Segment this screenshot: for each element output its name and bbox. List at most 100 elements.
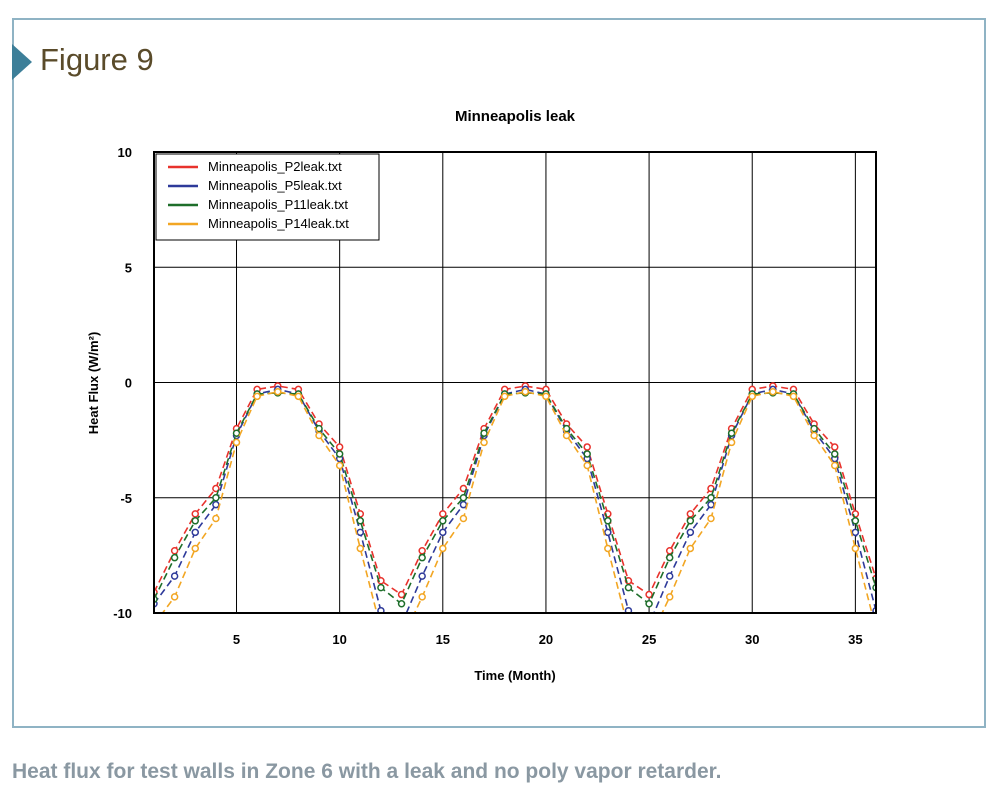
legend-entry: Minneapolis_P14leak.txt [208, 216, 349, 231]
data-point [151, 622, 157, 628]
data-point [583, 443, 591, 451]
data-point [212, 484, 220, 493]
data-point [769, 387, 777, 396]
data-point [418, 572, 426, 580]
data-point [873, 626, 879, 632]
data-point [665, 572, 674, 580]
y-tick-label: 5 [125, 260, 132, 275]
data-point [480, 438, 488, 447]
data-point [170, 593, 179, 601]
data-point [645, 600, 653, 608]
data-point [170, 547, 179, 555]
data-point [604, 544, 612, 553]
data-point [459, 500, 468, 509]
figure-caption: Heat flux for test walls in Zone 6 with … [12, 760, 722, 783]
data-point [439, 510, 447, 518]
data-point [624, 606, 633, 613]
data-point [335, 461, 344, 470]
series-line [161, 390, 873, 613]
data-point [459, 484, 468, 493]
data-point [253, 392, 261, 401]
data-point [830, 443, 839, 451]
data-point [439, 517, 447, 525]
tick-layer: 5 10 15 20 25 30 35 10 5 0 -5 -10 [113, 145, 862, 647]
data-point [191, 544, 200, 553]
data-point [583, 461, 591, 470]
data-point [665, 547, 674, 555]
data-point [356, 544, 365, 553]
y-tick-label: -5 [120, 491, 132, 506]
chart-title: Minneapolis leak [455, 108, 576, 125]
x-tick-label: 10 [332, 632, 346, 647]
data-point [335, 443, 344, 451]
data-point [686, 544, 695, 553]
data-point [583, 450, 591, 458]
figure-marker-arrow [12, 44, 32, 80]
data-point [397, 600, 406, 608]
data-point [665, 593, 674, 601]
data-point [170, 572, 179, 580]
data-point [625, 626, 631, 632]
data-point [645, 590, 653, 599]
data-point [851, 517, 860, 525]
data-point [294, 392, 303, 401]
x-tick-label: 5 [233, 632, 240, 647]
series-layer [151, 382, 879, 632]
data-point [377, 606, 385, 613]
figure-frame [12, 18, 986, 728]
data-point [665, 553, 674, 562]
data-point [212, 500, 220, 509]
series-2 [154, 385, 876, 628]
data-point [830, 461, 839, 470]
data-point [562, 431, 571, 440]
series-line [154, 392, 876, 606]
data-point [624, 583, 633, 592]
data-point [604, 517, 612, 525]
data-point [604, 528, 612, 537]
series-line [154, 385, 876, 596]
data-point [356, 528, 365, 537]
legend-entry: Minneapolis_P2leak.txt [208, 159, 342, 174]
data-point [851, 528, 860, 537]
data-point [459, 514, 468, 523]
x-tick-label: 25 [642, 632, 656, 647]
plot-border [153, 151, 877, 614]
data-point [170, 553, 179, 562]
data-point [727, 438, 736, 447]
y-tick-label: -10 [113, 606, 132, 621]
data-point [212, 494, 220, 502]
data-point [727, 429, 736, 437]
data-point [830, 450, 839, 458]
data-point [335, 450, 344, 458]
data-point [399, 622, 405, 628]
data-point [418, 553, 426, 562]
data-point [789, 392, 798, 401]
x-axis-label: Time (Month) [474, 668, 555, 683]
data-point [356, 517, 365, 525]
series-4 [151, 387, 879, 632]
x-tick-label: 30 [745, 632, 759, 647]
data-point [315, 431, 323, 440]
x-tick-label: 35 [848, 632, 862, 647]
legend-entry: Minneapolis_P5leak.txt [208, 178, 342, 193]
data-point [191, 517, 200, 525]
data-point [707, 500, 715, 509]
x-tick-label: 15 [436, 632, 450, 647]
data-point [191, 510, 200, 518]
data-point [686, 517, 695, 525]
data-point [851, 544, 860, 553]
data-point [418, 593, 426, 601]
data-point [459, 494, 468, 502]
x-tick-label: 20 [539, 632, 553, 647]
data-point [212, 514, 220, 523]
y-axis-label: Heat Flux (W/m²) [86, 332, 101, 435]
data-point [274, 387, 282, 396]
data-point [500, 392, 509, 401]
data-point [378, 626, 384, 632]
series-line [154, 388, 876, 613]
data-point [191, 528, 200, 537]
data-point [439, 528, 447, 537]
data-point [686, 528, 695, 537]
series-1 [154, 382, 876, 599]
data-point [810, 431, 818, 440]
